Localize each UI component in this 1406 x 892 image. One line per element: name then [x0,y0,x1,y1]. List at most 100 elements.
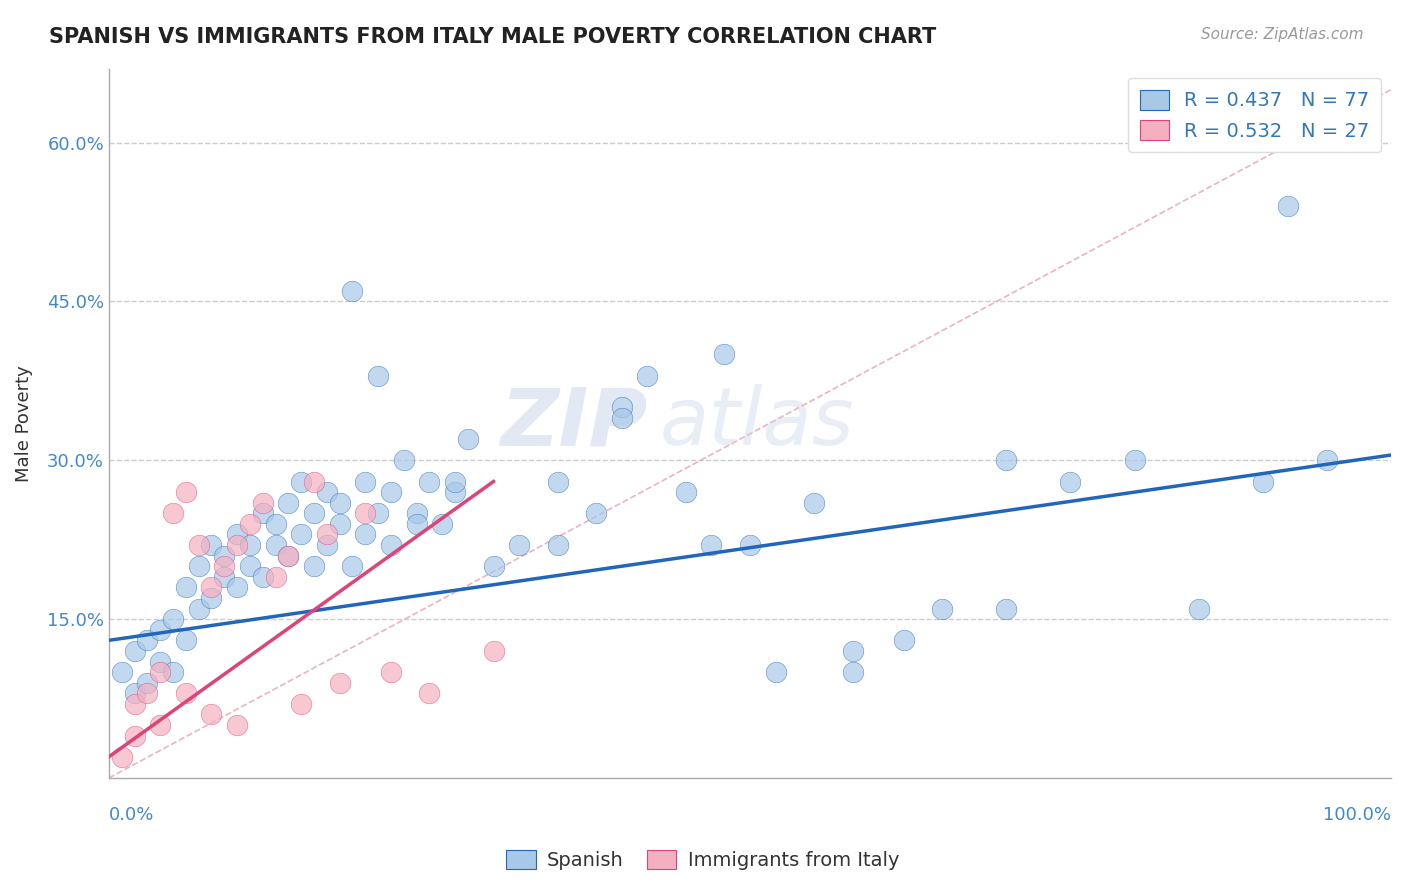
Point [547,475,569,489]
Point [187,601,209,615]
Point [214,570,236,584]
Point [277,549,299,563]
Point [200,581,222,595]
Point [149,665,172,679]
Point [893,633,915,648]
Point [995,601,1018,615]
Point [482,644,505,658]
Point [124,686,146,700]
Point [149,623,172,637]
Point [1123,453,1146,467]
Text: 0.0%: 0.0% [108,806,155,824]
Point [315,485,337,500]
Point [226,527,249,541]
Point [252,570,274,584]
Legend: R = 0.437   N = 77, R = 0.532   N = 27: R = 0.437 N = 77, R = 0.532 N = 27 [1128,78,1381,153]
Point [124,697,146,711]
Point [290,527,312,541]
Point [610,411,633,425]
Point [174,633,197,648]
Point [380,538,402,552]
Point [392,453,415,467]
Point [200,707,222,722]
Point [200,591,222,605]
Point [302,559,325,574]
Point [174,581,197,595]
Point [200,538,222,552]
Point [803,496,825,510]
Point [302,475,325,489]
Point [239,516,262,531]
Point [290,475,312,489]
Point [508,538,530,552]
Point [1251,475,1274,489]
Point [405,516,427,531]
Point [124,729,146,743]
Point [405,506,427,520]
Point [738,538,761,552]
Point [252,496,274,510]
Point [174,686,197,700]
Point [367,506,389,520]
Point [444,475,467,489]
Point [841,644,863,658]
Point [264,538,287,552]
Point [264,516,287,531]
Point [482,559,505,574]
Point [995,453,1018,467]
Point [1316,453,1339,467]
Point [418,686,440,700]
Point [226,538,249,552]
Point [315,538,337,552]
Point [354,527,377,541]
Point [226,581,249,595]
Point [252,506,274,520]
Point [342,559,364,574]
Point [354,506,377,520]
Point [187,559,209,574]
Text: Source: ZipAtlas.com: Source: ZipAtlas.com [1201,27,1364,42]
Point [367,368,389,383]
Point [174,485,197,500]
Text: ZIP: ZIP [501,384,647,462]
Point [713,347,735,361]
Point [239,538,262,552]
Point [342,284,364,298]
Point [226,718,249,732]
Point [700,538,723,552]
Point [214,559,236,574]
Point [457,432,479,446]
Point [841,665,863,679]
Point [187,538,209,552]
Point [111,665,134,679]
Point [124,644,146,658]
Point [1188,601,1211,615]
Point [149,655,172,669]
Point [432,516,454,531]
Point [162,506,184,520]
Point [547,538,569,552]
Point [380,665,402,679]
Point [380,485,402,500]
Point [162,665,184,679]
Point [1277,199,1299,213]
Point [329,496,352,510]
Point [329,675,352,690]
Point [585,506,607,520]
Text: SPANISH VS IMMIGRANTS FROM ITALY MALE POVERTY CORRELATION CHART: SPANISH VS IMMIGRANTS FROM ITALY MALE PO… [49,27,936,46]
Point [239,559,262,574]
Point [354,475,377,489]
Point [1059,475,1081,489]
Point [329,516,352,531]
Point [136,633,159,648]
Point [214,549,236,563]
Point [277,496,299,510]
Text: 100.0%: 100.0% [1323,806,1391,824]
Point [636,368,658,383]
Point [290,697,312,711]
Point [610,401,633,415]
Point [931,601,953,615]
Point [277,549,299,563]
Point [444,485,467,500]
Point [136,675,159,690]
